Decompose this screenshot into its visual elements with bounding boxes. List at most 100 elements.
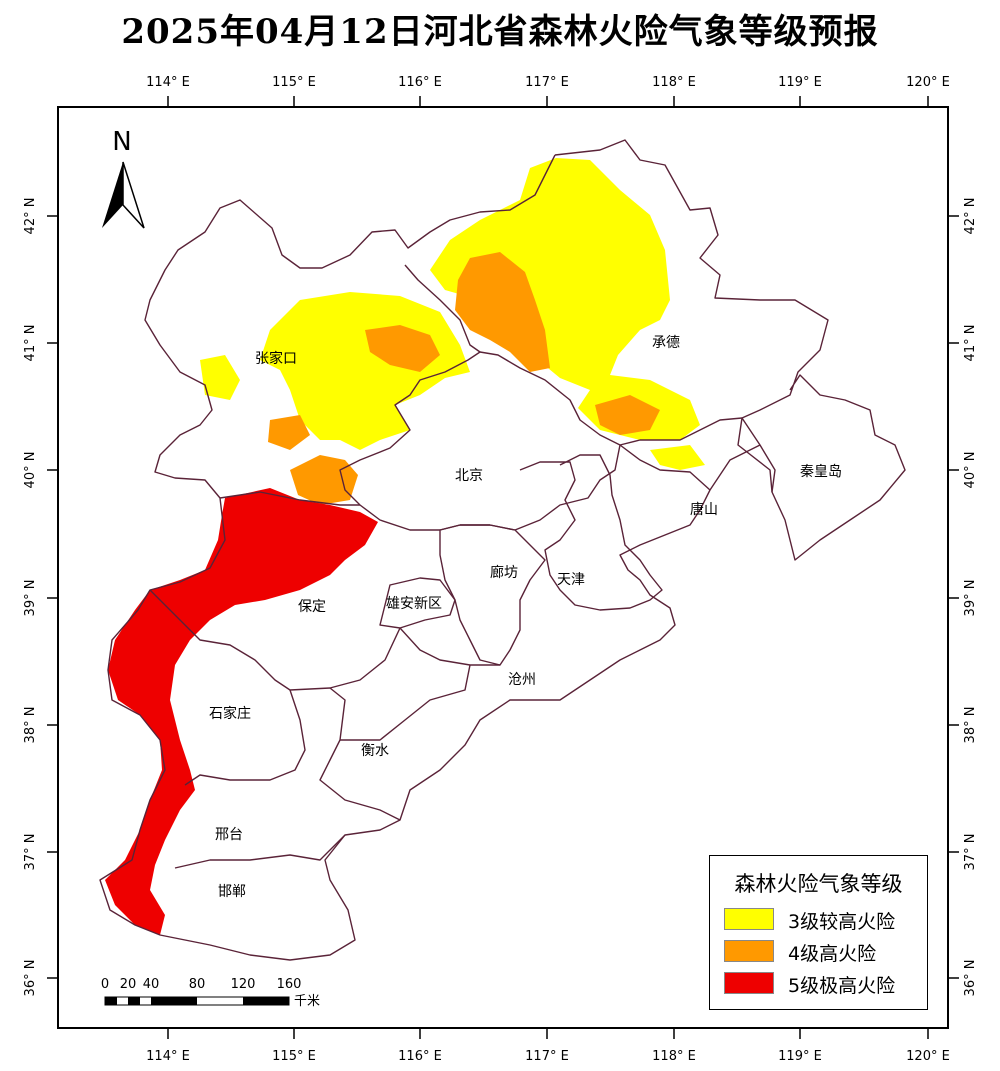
legend-swatch bbox=[724, 972, 774, 994]
scale-bar-segment bbox=[105, 997, 117, 1005]
scale-unit: 千米 bbox=[294, 994, 320, 1009]
city-labels: 张家口 承德 北京 秦皇岛 唐山 廊坊 天津 保定 雄安新区 沧州 石家庄 衡水… bbox=[209, 335, 842, 900]
lon-label: 115° E bbox=[272, 75, 316, 90]
scale-bar: 0 20 40 80 120 160 千米 bbox=[101, 977, 320, 1009]
city-boundary-tangshan bbox=[619, 444, 711, 491]
province-boundary bbox=[554, 139, 906, 561]
lat-label: 37° N bbox=[23, 834, 38, 871]
city-boundary-baoding-south bbox=[149, 589, 401, 691]
lon-labels-bottom: 114° E 115° E 116° E 117° E 118° E 119° … bbox=[146, 1049, 950, 1064]
lon-labels-top: 114° E 115° E 116° E 117° E 118° E 119° … bbox=[146, 75, 950, 90]
scale-tick-label: 80 bbox=[189, 977, 206, 992]
scale-tick-label: 120 bbox=[231, 977, 256, 992]
city-boundary-zhangjiakou bbox=[404, 264, 481, 353]
lat-label: 41° N bbox=[963, 325, 978, 362]
legend-title: 森林火险气象等级 bbox=[734, 872, 903, 896]
lat-label: 42° N bbox=[23, 198, 38, 235]
city-label-handan: 邯郸 bbox=[218, 884, 246, 900]
lon-label: 118° E bbox=[652, 1049, 696, 1064]
province-boundary bbox=[99, 154, 761, 961]
lon-label: 120° E bbox=[906, 1049, 950, 1064]
risk-zone-level4 bbox=[595, 395, 660, 435]
risk-zone-level4 bbox=[365, 325, 440, 372]
city-label-cangzhou: 沧州 bbox=[508, 671, 536, 688]
lat-label: 39° N bbox=[963, 580, 978, 617]
lat-label: 39° N bbox=[23, 580, 38, 617]
city-boundary-tianjin bbox=[519, 454, 663, 611]
city-label-baoding: 保定 bbox=[298, 599, 326, 615]
lat-label: 42° N bbox=[963, 198, 978, 235]
north-arrow-right-half bbox=[122, 161, 145, 229]
city-label-chengde: 承德 bbox=[652, 335, 680, 351]
lat-label: 40° N bbox=[23, 452, 38, 489]
legend-swatch bbox=[724, 940, 774, 962]
lon-label: 114° E bbox=[146, 1049, 190, 1064]
city-boundary-cangzhou bbox=[399, 627, 500, 666]
north-arrow-label: N bbox=[112, 127, 131, 157]
scale-tick-label: 20 bbox=[120, 977, 137, 992]
lat-label: 36° N bbox=[963, 960, 978, 997]
scale-bar-segment bbox=[243, 997, 289, 1005]
lon-label: 115° E bbox=[272, 1049, 316, 1064]
scale-bar-segment bbox=[128, 997, 140, 1005]
graticule-ticks bbox=[47, 96, 959, 1039]
city-label-qinhuangdao: 秦皇岛 bbox=[800, 464, 842, 480]
city-boundary-qinhuangdao bbox=[741, 417, 776, 493]
lat-label: 38° N bbox=[963, 707, 978, 744]
city-boundary-hengshui bbox=[319, 687, 401, 821]
risk-zone-level4 bbox=[268, 415, 310, 450]
city-boundary-chengde bbox=[619, 417, 743, 446]
city-label-tianjin: 天津 bbox=[557, 572, 585, 588]
city-label-xingtai: 邢台 bbox=[215, 827, 243, 843]
city-label-hengshui: 衡水 bbox=[361, 743, 389, 759]
risk-zone-level4 bbox=[290, 455, 358, 505]
lat-label: 41° N bbox=[23, 325, 38, 362]
page-title: 2025年04月12日河北省森林火险气象等级预报 bbox=[121, 12, 879, 52]
lon-label: 117° E bbox=[525, 75, 569, 90]
city-boundary-baoding bbox=[219, 491, 360, 506]
boundaries bbox=[99, 139, 906, 961]
city-boundary-shijiazhuang bbox=[184, 689, 306, 786]
lat-label: 38° N bbox=[23, 707, 38, 744]
legend-label: 3级较高火险 bbox=[788, 911, 896, 933]
lon-label: 120° E bbox=[906, 75, 950, 90]
lon-label: 119° E bbox=[778, 1049, 822, 1064]
risk-zone-level5 bbox=[105, 488, 378, 935]
north-arrow: N bbox=[102, 127, 145, 229]
lat-label: 37° N bbox=[963, 834, 978, 871]
lat-label: 36° N bbox=[23, 960, 38, 997]
risk-zone-level3 bbox=[650, 445, 705, 470]
lon-label: 116° E bbox=[398, 1049, 442, 1064]
risk-zones bbox=[105, 158, 705, 935]
scale-tick-label: 40 bbox=[143, 977, 160, 992]
lat-label: 40° N bbox=[963, 452, 978, 489]
scale-tick-label: 0 bbox=[101, 977, 109, 992]
scale-tick-label: 160 bbox=[277, 977, 302, 992]
city-label-langfang: 廊坊 bbox=[490, 564, 518, 581]
lon-label: 116° E bbox=[398, 75, 442, 90]
legend-label: 4级高火险 bbox=[788, 943, 877, 965]
north-arrow-left-half bbox=[102, 162, 123, 228]
legend-swatch bbox=[724, 908, 774, 930]
city-label-zhangjiakou: 张家口 bbox=[255, 350, 297, 367]
lat-labels-right: 42° N 41° N 40° N 39° N 38° N 37° N 36° … bbox=[963, 198, 978, 997]
lat-labels-left: 42° N 41° N 40° N 39° N 38° N 37° N 36° … bbox=[23, 198, 38, 997]
city-label-shijiazhuang: 石家庄 bbox=[209, 705, 251, 722]
city-label-xiongan: 雄安新区 bbox=[386, 596, 442, 612]
city-boundary-xiongan bbox=[379, 577, 456, 629]
legend: 森林火险气象等级 3级较高火险 4级高火险 5级极高火险 bbox=[709, 855, 928, 1010]
lon-label: 118° E bbox=[652, 75, 696, 90]
lon-label: 117° E bbox=[525, 1049, 569, 1064]
legend-label: 5级极高火险 bbox=[788, 975, 896, 997]
risk-zone-level3 bbox=[430, 158, 700, 440]
city-boundary-cangzhou-west bbox=[340, 664, 471, 741]
risk-zone-level4 bbox=[455, 252, 550, 372]
city-label-tangshan: 唐山 bbox=[690, 501, 718, 518]
city-label-beijing: 北京 bbox=[455, 468, 483, 484]
lon-label: 119° E bbox=[778, 75, 822, 90]
scale-bar-segment bbox=[151, 997, 197, 1005]
lon-label: 114° E bbox=[146, 75, 190, 90]
city-boundary-xingtai bbox=[174, 834, 346, 869]
risk-zone-level3 bbox=[200, 355, 240, 400]
